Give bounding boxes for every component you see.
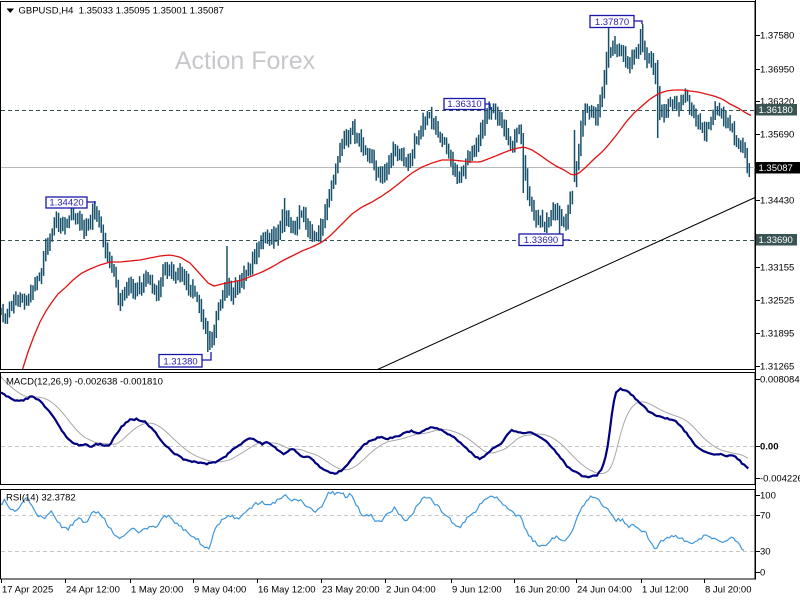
- svg-text:GBPUSD,H4 1.35033 1.35095 1.3: GBPUSD,H4 1.35033 1.35095 1.35001 1.3508…: [19, 6, 224, 17]
- svg-text:1 Jul 12:00: 1 Jul 12:00: [642, 585, 688, 596]
- svg-text:Action Forex: Action Forex: [175, 47, 316, 75]
- svg-text:1.36310: 1.36310: [447, 99, 481, 110]
- svg-text:0.008084: 0.008084: [760, 375, 800, 386]
- svg-text:1.34430: 1.34430: [760, 196, 794, 207]
- svg-text:MACD(12,26,9) -0.002638 -0.001: MACD(12,26,9) -0.002638 -0.001810: [6, 377, 163, 388]
- svg-text:70: 70: [760, 511, 771, 522]
- svg-text:2 Jun 04:00: 2 Jun 04:00: [386, 585, 436, 596]
- svg-text:24 Apr 12:00: 24 Apr 12:00: [66, 585, 120, 596]
- svg-text:1.35690: 1.35690: [760, 130, 794, 141]
- svg-text:RSI(14) 32.3782: RSI(14) 32.3782: [6, 493, 76, 504]
- svg-text:0.00: 0.00: [760, 442, 779, 453]
- svg-text:23 May 20:00: 23 May 20:00: [322, 585, 380, 596]
- svg-text:1.33155: 1.33155: [760, 263, 794, 274]
- svg-text:30: 30: [760, 547, 771, 558]
- svg-text:-0.004226: -0.004226: [760, 474, 800, 485]
- svg-text:8 Jul 20:00: 8 Jul 20:00: [705, 585, 751, 596]
- svg-text:1.32525: 1.32525: [760, 296, 794, 307]
- svg-text:1.37870: 1.37870: [595, 17, 629, 28]
- svg-text:1.31895: 1.31895: [760, 329, 794, 340]
- svg-text:1.36180: 1.36180: [759, 105, 793, 116]
- svg-text:1.36950: 1.36950: [760, 65, 794, 76]
- svg-text:9 May 04:00: 9 May 04:00: [194, 585, 246, 596]
- svg-text:9 Jun 12:00: 9 Jun 12:00: [452, 585, 502, 596]
- svg-text:100: 100: [760, 491, 776, 502]
- svg-text:16 May 12:00: 16 May 12:00: [258, 585, 316, 596]
- svg-text:1.31265: 1.31265: [760, 362, 794, 373]
- svg-text:1.34420: 1.34420: [49, 198, 83, 209]
- svg-text:1.33690: 1.33690: [524, 235, 558, 246]
- svg-text:1.33690: 1.33690: [759, 235, 793, 246]
- svg-text:1.37580: 1.37580: [760, 31, 794, 42]
- svg-text:16 Jun 20:00: 16 Jun 20:00: [515, 585, 570, 596]
- svg-text:1.35087: 1.35087: [759, 163, 793, 174]
- svg-text:0: 0: [760, 568, 765, 579]
- svg-text:1.31380: 1.31380: [163, 357, 197, 368]
- svg-text:17 Apr 2025: 17 Apr 2025: [2, 585, 53, 596]
- svg-text:24 Jun 04:00: 24 Jun 04:00: [577, 585, 632, 596]
- svg-text:1 May 20:00: 1 May 20:00: [131, 585, 183, 596]
- svg-text:1.36320: 1.36320: [760, 97, 794, 108]
